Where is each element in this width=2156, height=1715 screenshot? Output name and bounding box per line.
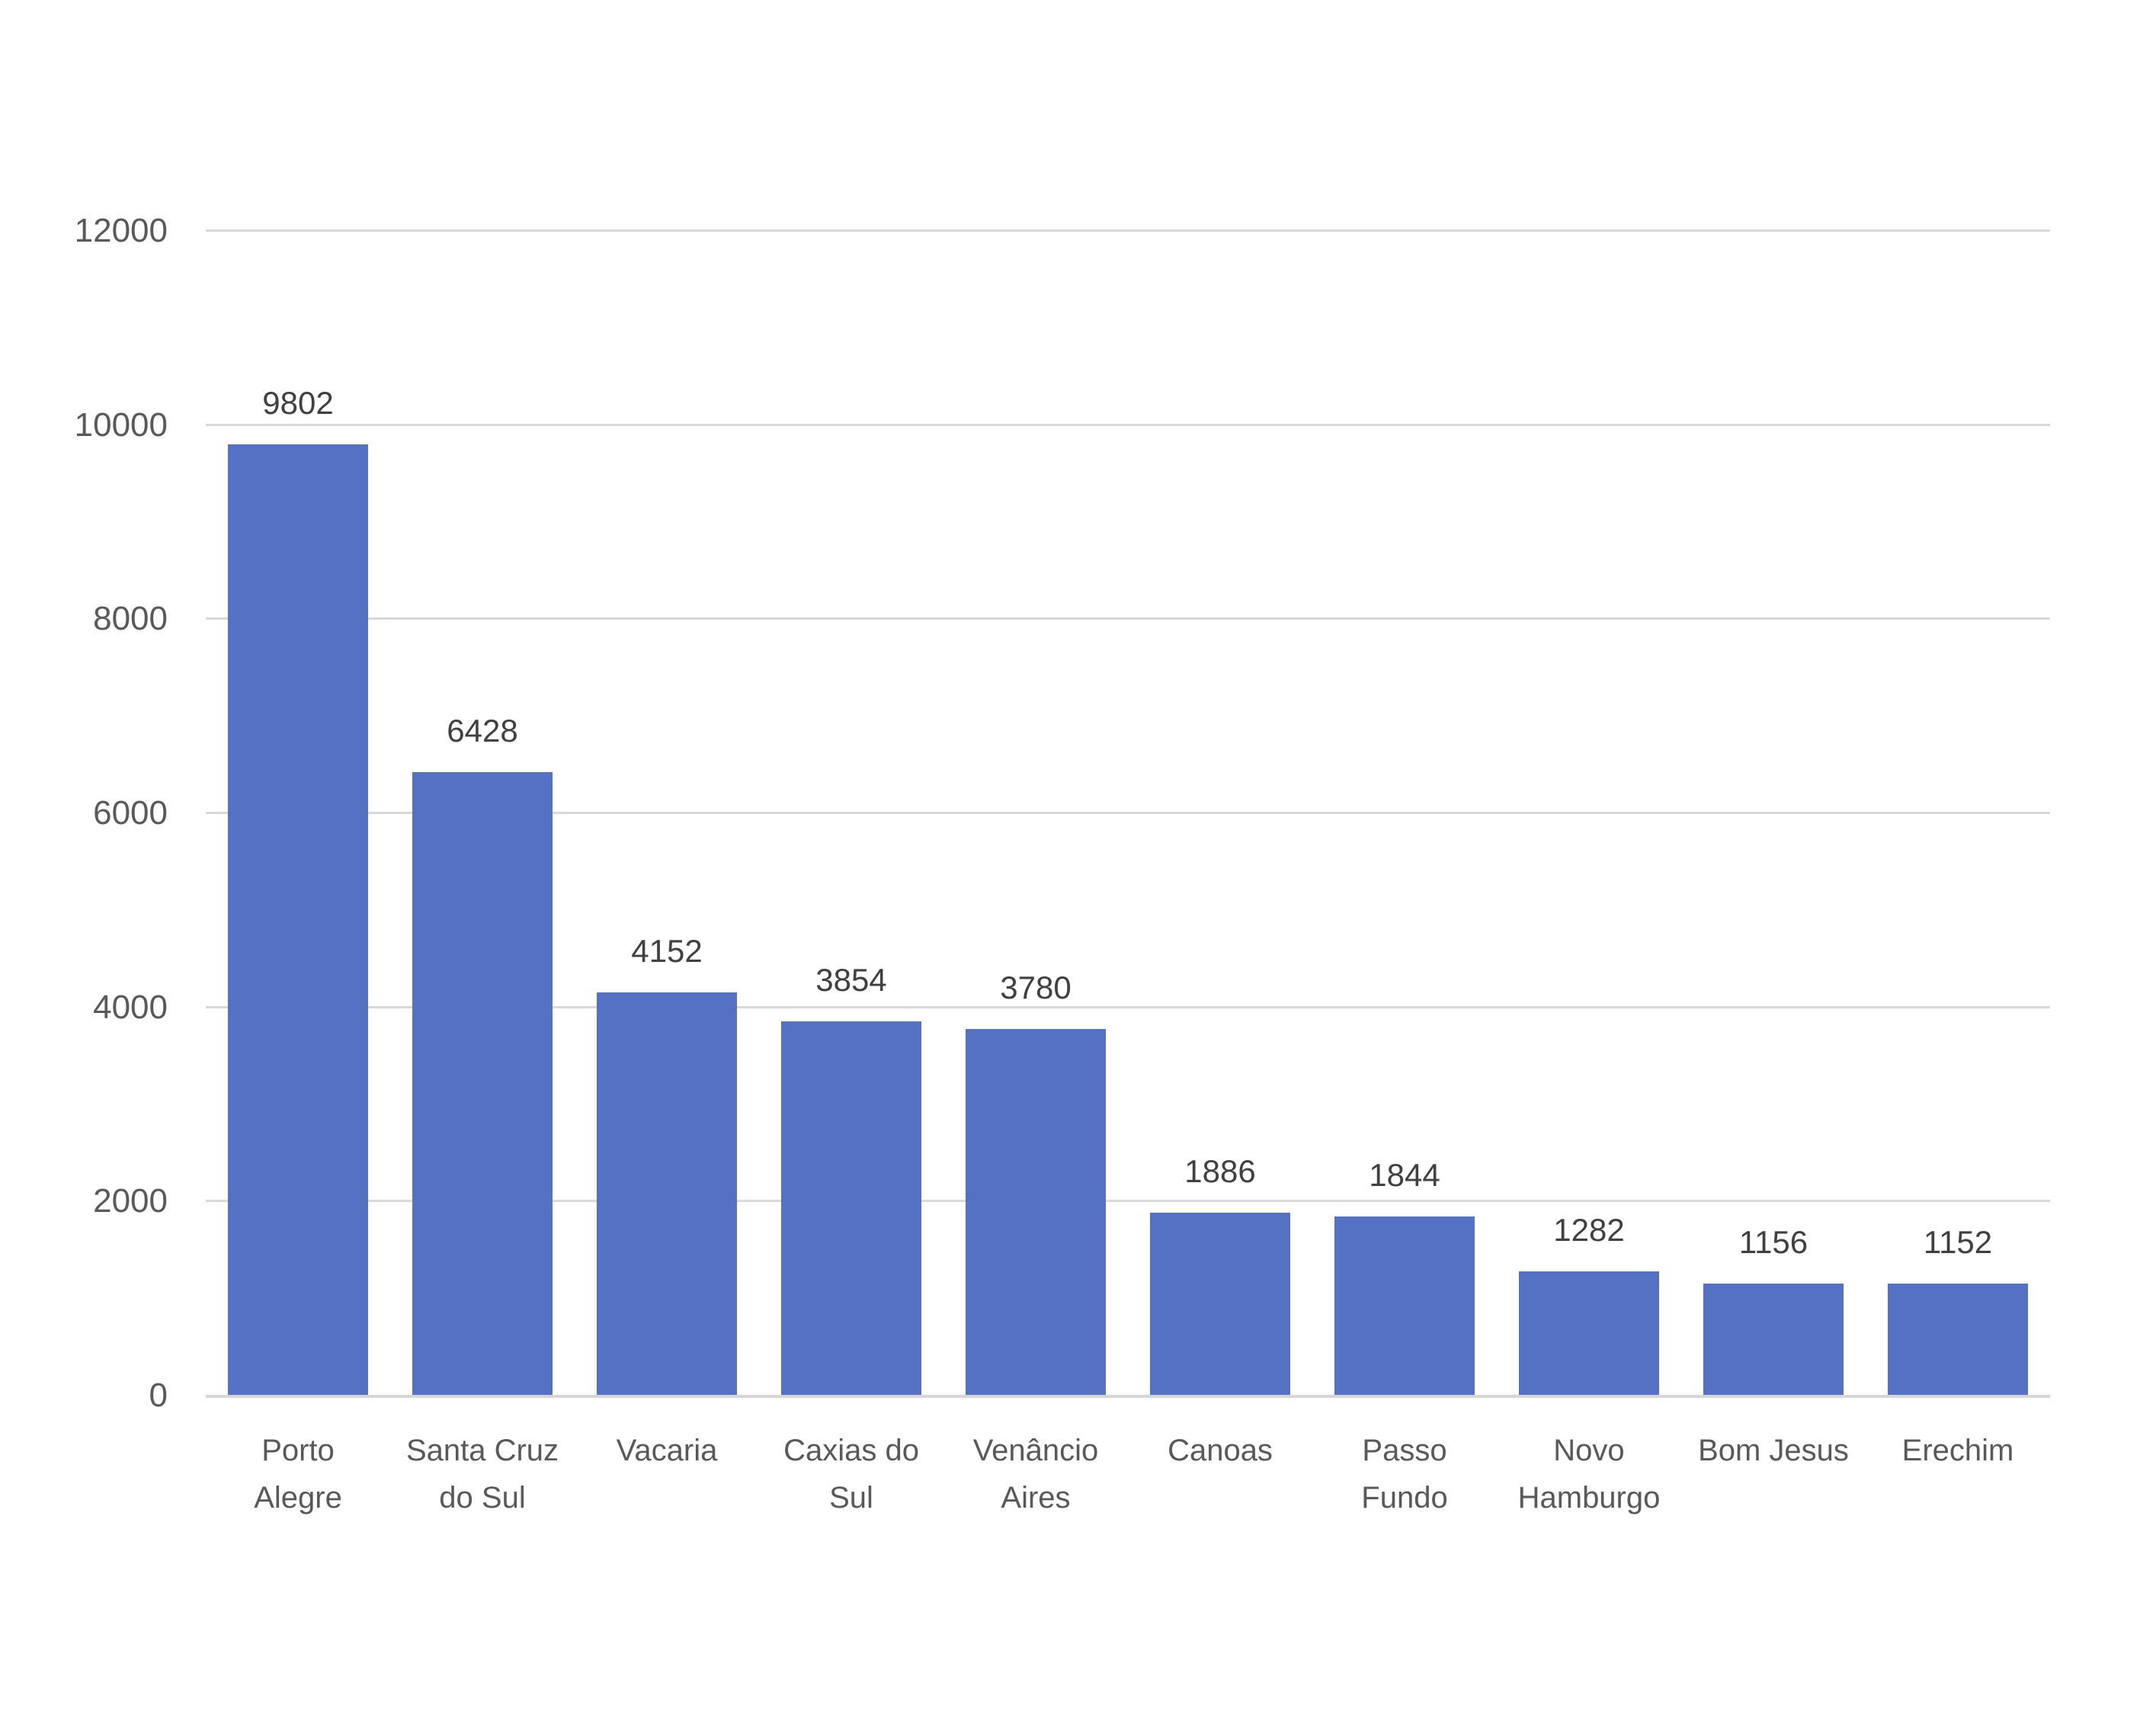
data-label: 3780 xyxy=(1000,969,1072,1005)
x-axis-category-label: Vacaria xyxy=(553,1427,781,1474)
bar xyxy=(412,771,553,1395)
bar xyxy=(781,1021,921,1395)
bar xyxy=(1703,1283,1844,1395)
x-axis-category-label-line: Passo xyxy=(1362,1434,1447,1467)
data-label: 6428 xyxy=(447,712,518,749)
y-axis-tick-label: 2000 xyxy=(93,1182,168,1220)
bar xyxy=(966,1028,1106,1395)
x-axis-category-label-line: Alegre xyxy=(254,1481,342,1515)
x-axis-category-label: Venâncio Aires xyxy=(921,1427,1150,1521)
data-label: 4152 xyxy=(631,933,703,970)
x-axis-category-label-line: Erechim xyxy=(1901,1434,2014,1467)
x-axis-line xyxy=(206,1395,2050,1398)
x-axis-category-label-line: Sul xyxy=(829,1481,873,1515)
y-axis-tick-label: 4000 xyxy=(93,988,168,1026)
y-axis-tick-label: 10000 xyxy=(74,406,168,444)
y-axis-tick-label: 0 xyxy=(149,1377,168,1414)
x-axis-category-label-line: Hamburgo xyxy=(1517,1481,1661,1515)
data-label: 9802 xyxy=(262,384,334,421)
bar xyxy=(1150,1212,1290,1395)
x-axis-category-label-line: Venâncio xyxy=(972,1434,1099,1467)
x-axis-category-label-line: Novo xyxy=(1553,1434,1625,1467)
x-axis-category-label-line: Aires xyxy=(1001,1481,1071,1515)
x-axis-category-label: Porto Alegre xyxy=(184,1427,412,1521)
x-axis-category-label-line: Santa Cruz xyxy=(405,1434,559,1467)
x-axis-category-label-line: Porto xyxy=(261,1434,335,1467)
bar xyxy=(1519,1271,1659,1395)
data-label: 3854 xyxy=(815,962,887,999)
bar xyxy=(228,444,368,1395)
x-axis-category-label: Erechim xyxy=(1844,1427,2072,1474)
bar xyxy=(1334,1217,1475,1395)
data-label: 1282 xyxy=(1553,1211,1625,1248)
x-axis-category-label: Bom Jesus xyxy=(1659,1427,1888,1474)
gridline xyxy=(206,229,2050,232)
y-axis-tick-label: 6000 xyxy=(93,794,168,832)
x-axis-category-label: Novo Hamburgo xyxy=(1475,1427,1703,1521)
bar xyxy=(597,992,737,1395)
gridline xyxy=(206,812,2050,814)
x-axis-category-label: Santa Cruz do Sul xyxy=(368,1427,597,1521)
x-axis-category-label-line: Caxias do xyxy=(783,1434,919,1467)
data-label: 1844 xyxy=(1369,1157,1440,1194)
y-axis-tick-label: 12000 xyxy=(74,212,168,249)
x-axis-category-label-line: Bom Jesus xyxy=(1698,1434,1849,1467)
bar xyxy=(1888,1284,2028,1395)
x-axis-category-label-line: Fundo xyxy=(1361,1481,1448,1515)
x-axis-category-label: Passo Fundo xyxy=(1290,1427,1519,1521)
x-axis-category-label-line: Canoas xyxy=(1168,1434,1273,1467)
data-label: 1886 xyxy=(1184,1152,1256,1189)
y-axis-tick-label: 8000 xyxy=(93,600,168,638)
x-axis-category-label-line: Vacaria xyxy=(616,1434,718,1467)
data-label: 1152 xyxy=(1923,1224,1993,1261)
x-axis-category-label: Canoas xyxy=(1106,1427,1334,1474)
gridline xyxy=(206,617,2050,620)
gridline xyxy=(206,423,2050,426)
x-axis-category-label: Caxias do Sul xyxy=(737,1427,966,1521)
gridline xyxy=(206,1200,2050,1203)
data-label: 1156 xyxy=(1738,1223,1808,1260)
x-axis-category-label-line: do Sul xyxy=(439,1481,526,1515)
gridline xyxy=(206,1005,2050,1008)
